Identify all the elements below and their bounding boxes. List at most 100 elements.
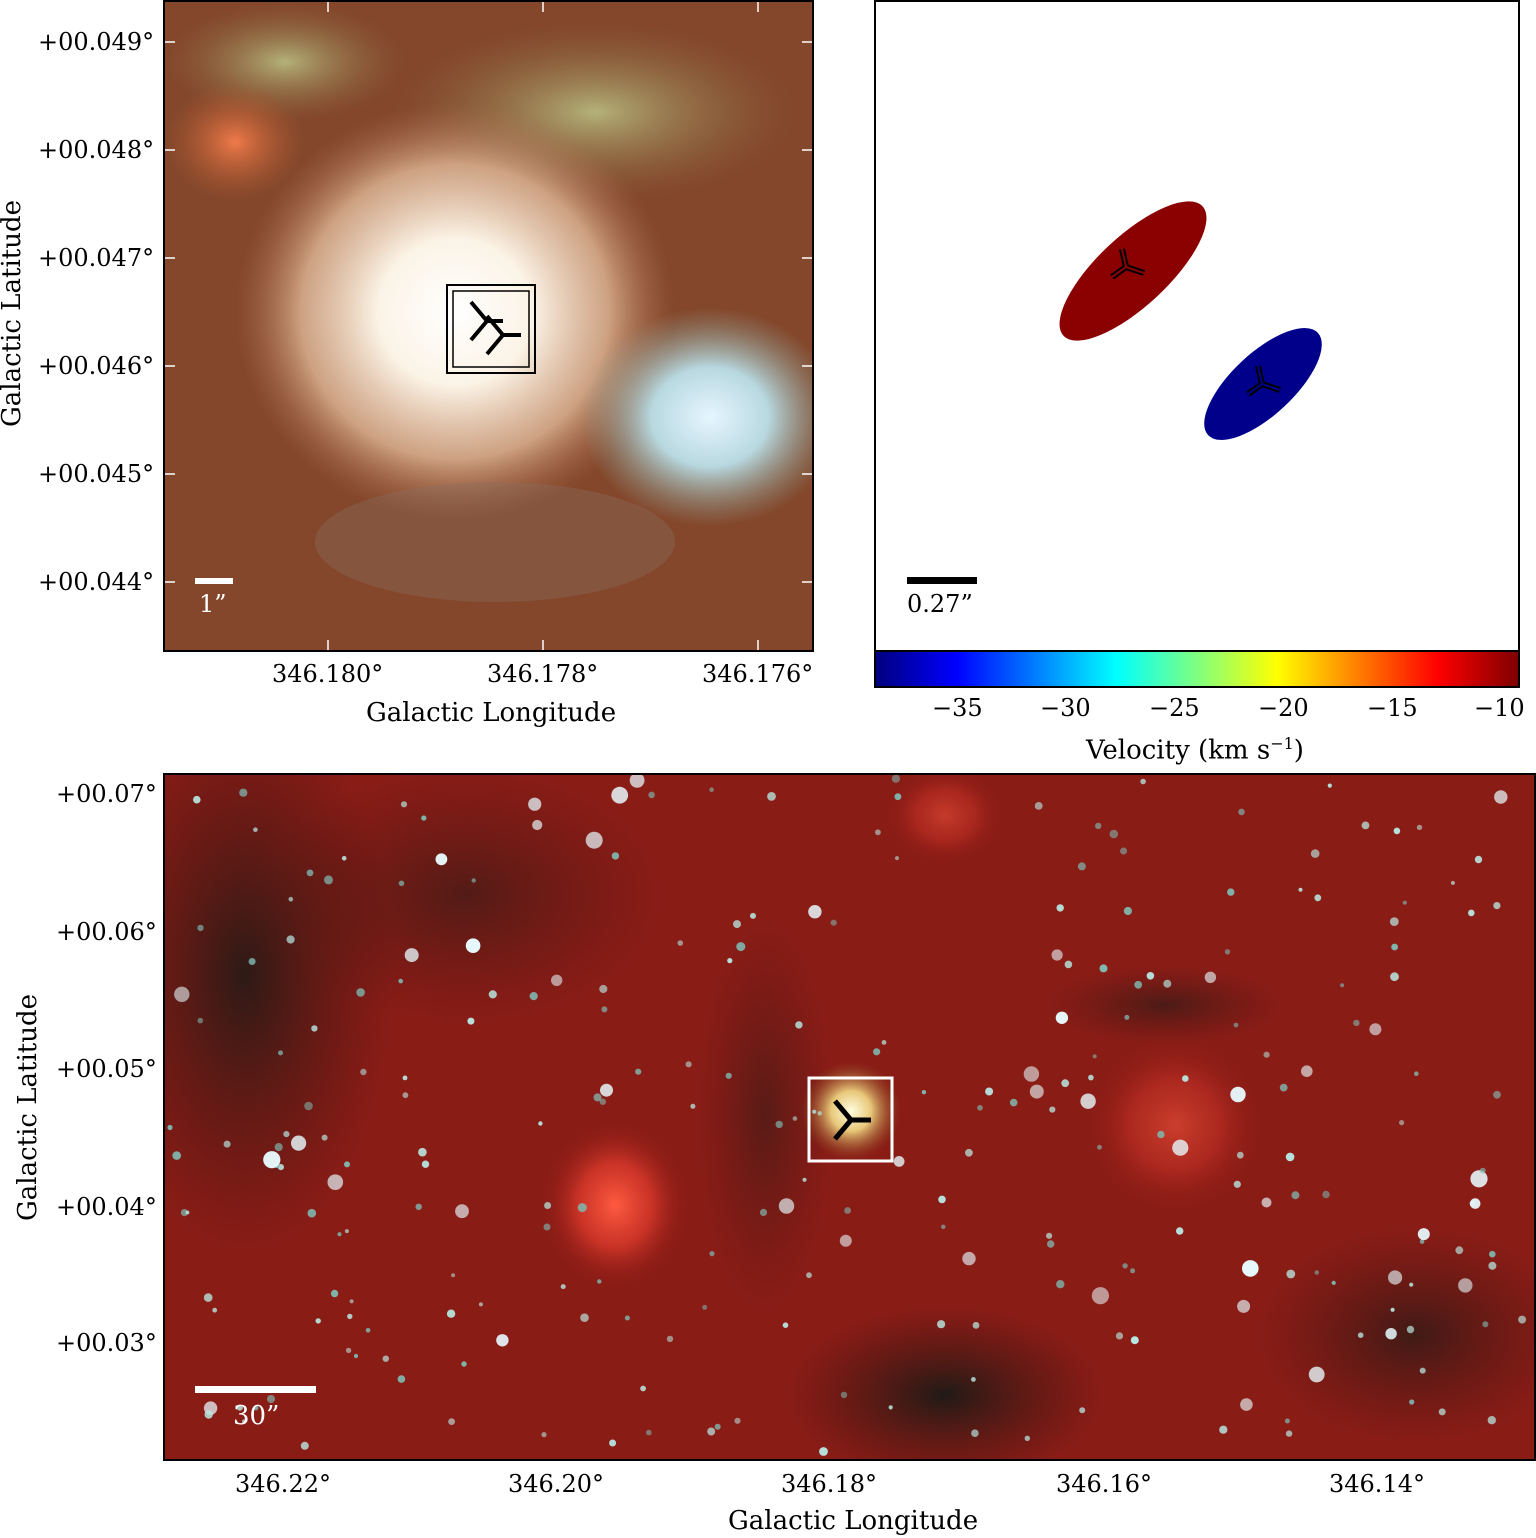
- star: [1115, 1332, 1124, 1340]
- star: [1301, 1065, 1313, 1077]
- star: [345, 1347, 352, 1354]
- star: [478, 1302, 483, 1307]
- star: [174, 986, 190, 1002]
- star: [356, 988, 365, 997]
- star: [1390, 1307, 1395, 1312]
- star: [1077, 862, 1086, 871]
- star: [455, 1204, 469, 1219]
- scale-bar: [195, 1386, 316, 1393]
- star: [397, 1375, 406, 1383]
- star: [1369, 1023, 1382, 1036]
- star: [560, 1284, 566, 1290]
- x-tick-label: 346.18°: [781, 1470, 877, 1498]
- star: [972, 1321, 980, 1329]
- star: [844, 1207, 851, 1214]
- y-tick-label: +00.07°: [56, 780, 157, 808]
- colorbar-tick-label: −25: [1149, 694, 1200, 722]
- y-tick-label: +00.045°: [38, 460, 155, 488]
- star: [267, 1395, 275, 1403]
- tri-marker-icon: [485, 314, 521, 356]
- star: [775, 1120, 783, 1129]
- star: [611, 852, 620, 860]
- star: [451, 1273, 456, 1278]
- scale-bar: [195, 578, 233, 584]
- star: [1393, 827, 1401, 835]
- star: [971, 1429, 979, 1437]
- star: [311, 1025, 318, 1032]
- star: [283, 1131, 290, 1138]
- star: [344, 1229, 349, 1234]
- star: [1079, 1407, 1086, 1414]
- star: [1284, 1418, 1290, 1424]
- star: [1470, 1170, 1488, 1188]
- star: [1450, 880, 1455, 885]
- star: [1285, 1430, 1293, 1437]
- star: [204, 1410, 213, 1419]
- star: [307, 1208, 317, 1218]
- star: [893, 1156, 905, 1167]
- x-tick-label: 346.14°: [1329, 1470, 1425, 1498]
- star: [402, 1092, 409, 1099]
- y-tick-label: +00.047°: [38, 244, 155, 272]
- star: [1468, 909, 1475, 917]
- star: [448, 1418, 455, 1425]
- star: [817, 1111, 822, 1116]
- star: [1389, 917, 1399, 926]
- star: [321, 1134, 328, 1141]
- star: [398, 880, 405, 887]
- star: [172, 1151, 181, 1160]
- y-tick-label: +00.046°: [38, 352, 155, 380]
- star: [300, 1441, 309, 1450]
- colorbar-tick-label: −30: [1040, 694, 1091, 722]
- star: [593, 1093, 602, 1102]
- star: [778, 1198, 795, 1214]
- star: [725, 1072, 732, 1079]
- star: [873, 1048, 881, 1056]
- star: [1230, 1086, 1246, 1103]
- star: [601, 1006, 608, 1013]
- y-axis-label: Galactic Latitude: [13, 994, 43, 1221]
- star: [1263, 1051, 1270, 1058]
- star: [759, 1208, 768, 1216]
- x-tick-label: 346.176°: [702, 660, 814, 688]
- star: [1361, 821, 1370, 830]
- y-tick-label: +00.05°: [56, 1055, 157, 1083]
- star: [1034, 802, 1043, 810]
- star: [551, 974, 563, 986]
- star: [1399, 1120, 1405, 1126]
- star: [1479, 1167, 1486, 1174]
- star: [465, 938, 481, 953]
- star: [1224, 949, 1231, 955]
- star: [611, 786, 629, 804]
- star: [971, 1377, 976, 1382]
- star: [875, 829, 881, 836]
- star: [382, 1355, 389, 1362]
- star: [185, 1210, 190, 1215]
- star: [1469, 1198, 1481, 1209]
- star: [193, 795, 201, 804]
- y-tick-label: +00.048°: [38, 136, 155, 164]
- star: [624, 1315, 630, 1321]
- star: [1474, 855, 1483, 864]
- star: [577, 1203, 587, 1213]
- star: [435, 853, 448, 866]
- star: [347, 1313, 353, 1320]
- star: [1340, 983, 1345, 988]
- star: [1099, 964, 1108, 973]
- star: [1233, 1022, 1239, 1028]
- star: [1489, 1250, 1496, 1258]
- star: [685, 1061, 692, 1068]
- colorbar-tick-label: −20: [1258, 694, 1309, 722]
- star: [1291, 1191, 1300, 1200]
- star: [349, 1299, 354, 1304]
- x-tick-label: 346.20°: [508, 1470, 604, 1498]
- x-axis-label: Galactic Longitude: [728, 1506, 979, 1536]
- scale-bar-label: 0.27”: [907, 590, 973, 618]
- star: [263, 1151, 281, 1169]
- star: [1088, 1074, 1094, 1081]
- star: [1409, 1399, 1415, 1405]
- star: [1419, 1367, 1426, 1374]
- star: [1406, 1325, 1415, 1334]
- star: [894, 793, 902, 801]
- star: [421, 1160, 430, 1168]
